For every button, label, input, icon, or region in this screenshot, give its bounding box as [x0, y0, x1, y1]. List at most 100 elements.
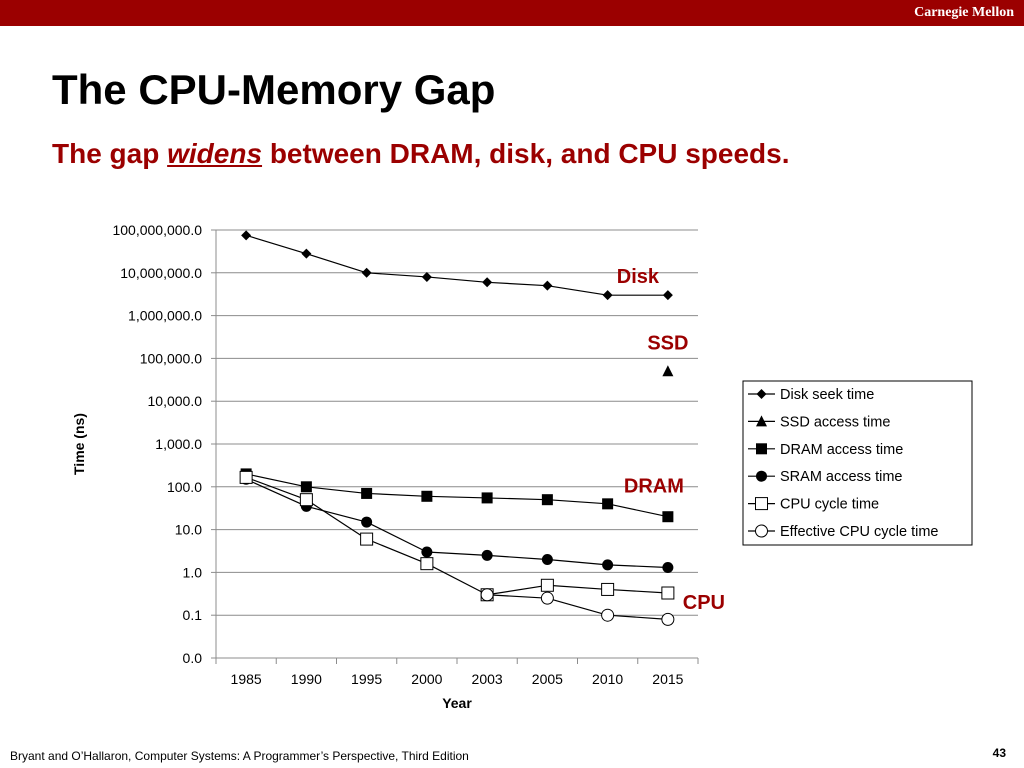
- data-point: [601, 582, 615, 596]
- series-line-segment: [607, 588, 668, 594]
- series-line-segment: [487, 497, 548, 501]
- x-axis-title: Year: [442, 695, 472, 711]
- x-tick-label: 2003: [472, 671, 503, 687]
- page-number: 43: [992, 746, 1006, 760]
- data-point: [662, 290, 673, 301]
- legend-marker: [756, 470, 767, 482]
- series-line-segment: [426, 495, 488, 499]
- data-point: [421, 546, 433, 558]
- legend-marker: [755, 497, 768, 511]
- legend-marker: [755, 524, 768, 538]
- series-line-segment: [607, 614, 668, 620]
- data-point: [541, 494, 553, 506]
- series-effective-cpu-cycle-time: [480, 588, 675, 626]
- data-point: [361, 516, 373, 528]
- data-point: [361, 267, 372, 278]
- series-line-segment: [487, 594, 548, 599]
- annotation-cpu: CPU: [683, 592, 725, 614]
- series-line-segment: [426, 276, 488, 283]
- y-tick-label: 100.0: [167, 479, 202, 495]
- annotation-disk: Disk: [617, 266, 660, 288]
- data-point: [299, 493, 313, 507]
- data-point: [662, 511, 674, 523]
- series-line-segment: [426, 563, 488, 596]
- subtitle-start: The gap: [52, 138, 168, 169]
- x-tick-label: 2000: [411, 671, 442, 687]
- y-tick-label: 0.1: [183, 607, 203, 623]
- x-tick-label: 1985: [231, 671, 262, 687]
- legend-box: [742, 380, 973, 546]
- series-line-segment: [487, 584, 548, 596]
- legend-entry: Disk seek time: [780, 387, 874, 403]
- legend-entry: Effective CPU cycle time: [780, 524, 938, 540]
- annotation-ssd: SSD: [647, 332, 688, 354]
- footer-citation: Bryant and O’Hallaron, Computer Systems:…: [10, 749, 469, 763]
- series-line-segment: [366, 492, 427, 497]
- data-point: [480, 588, 494, 602]
- series-line-segment: [547, 499, 608, 505]
- legend: Disk seek time SSD access time DRAM access…: [742, 380, 973, 546]
- y-tick-label: 10,000.0: [148, 393, 203, 409]
- legend-marker: [756, 389, 767, 399]
- series-line-segment: [306, 499, 367, 540]
- legend-entry: SRAM access time: [780, 469, 902, 485]
- series-line-segment: [607, 564, 668, 569]
- y-tick-label: 100,000.0: [140, 350, 202, 366]
- y-tick-label: 10,000,000.0: [120, 265, 202, 281]
- series-line-segment: [607, 503, 669, 518]
- x-tick-label: 1990: [291, 671, 322, 687]
- x-tick-label: 1995: [351, 671, 382, 687]
- series-line-segment: [487, 281, 548, 287]
- data-point: [661, 586, 675, 600]
- data-point: [421, 271, 432, 282]
- series-ssd-access-time: [662, 365, 674, 377]
- series-line-segment: [547, 558, 608, 566]
- series-line-segment: [426, 551, 488, 556]
- series-dram-access-time: [240, 468, 674, 523]
- series-line-segment: [487, 554, 548, 561]
- series-line-segment: [245, 473, 307, 488]
- annotation-dram: DRAM: [624, 476, 684, 498]
- series-line-segment: [245, 478, 307, 507]
- data-point: [542, 280, 553, 291]
- series-line-segment: [547, 285, 608, 296]
- data-point: [602, 559, 614, 571]
- data-point: [662, 562, 674, 574]
- y-tick-label: 10.0: [175, 522, 202, 538]
- data-point: [361, 487, 373, 499]
- data-point: [601, 608, 615, 622]
- data-point: [300, 481, 312, 493]
- slide-title: The CPU-Memory Gap: [52, 66, 496, 113]
- y-tick-label: 0.0: [183, 650, 203, 666]
- series-line-segment: [366, 538, 428, 565]
- legend-marker: [756, 415, 767, 427]
- series-line-segment: [245, 234, 307, 255]
- legend-entry: CPU cycle time: [780, 497, 879, 513]
- data-point: [540, 578, 554, 592]
- series-line-segment: [366, 521, 428, 553]
- x-tick-label: 2005: [532, 671, 563, 687]
- top-bar: Carnegie Mellon: [0, 0, 1024, 26]
- data-point: [541, 554, 553, 566]
- data-point: [420, 557, 434, 571]
- subtitle-emphasis: widens: [167, 138, 263, 169]
- y-tick-label: 1.0: [183, 564, 203, 580]
- legend-entry: SSD access time: [780, 414, 890, 430]
- data-point: [662, 365, 674, 377]
- data-point: [481, 492, 493, 504]
- x-tick-label: 2010: [592, 671, 623, 687]
- data-point: [602, 498, 614, 510]
- series-line-segment: [245, 476, 307, 501]
- data-point: [602, 290, 613, 301]
- legend-entry: DRAM access time: [780, 442, 903, 458]
- series-line-segment: [366, 272, 427, 278]
- data-point: [301, 248, 312, 259]
- y-tick-label: 1,000,000.0: [128, 308, 202, 324]
- series-disk-seek-time: [241, 230, 673, 301]
- data-point: [661, 612, 675, 626]
- slide-subtitle: The gap widens between DRAM, disk, and C…: [52, 138, 790, 170]
- data-point: [239, 470, 253, 484]
- data-point: [241, 230, 252, 241]
- y-tick-label: 100,000,000.0: [112, 222, 202, 238]
